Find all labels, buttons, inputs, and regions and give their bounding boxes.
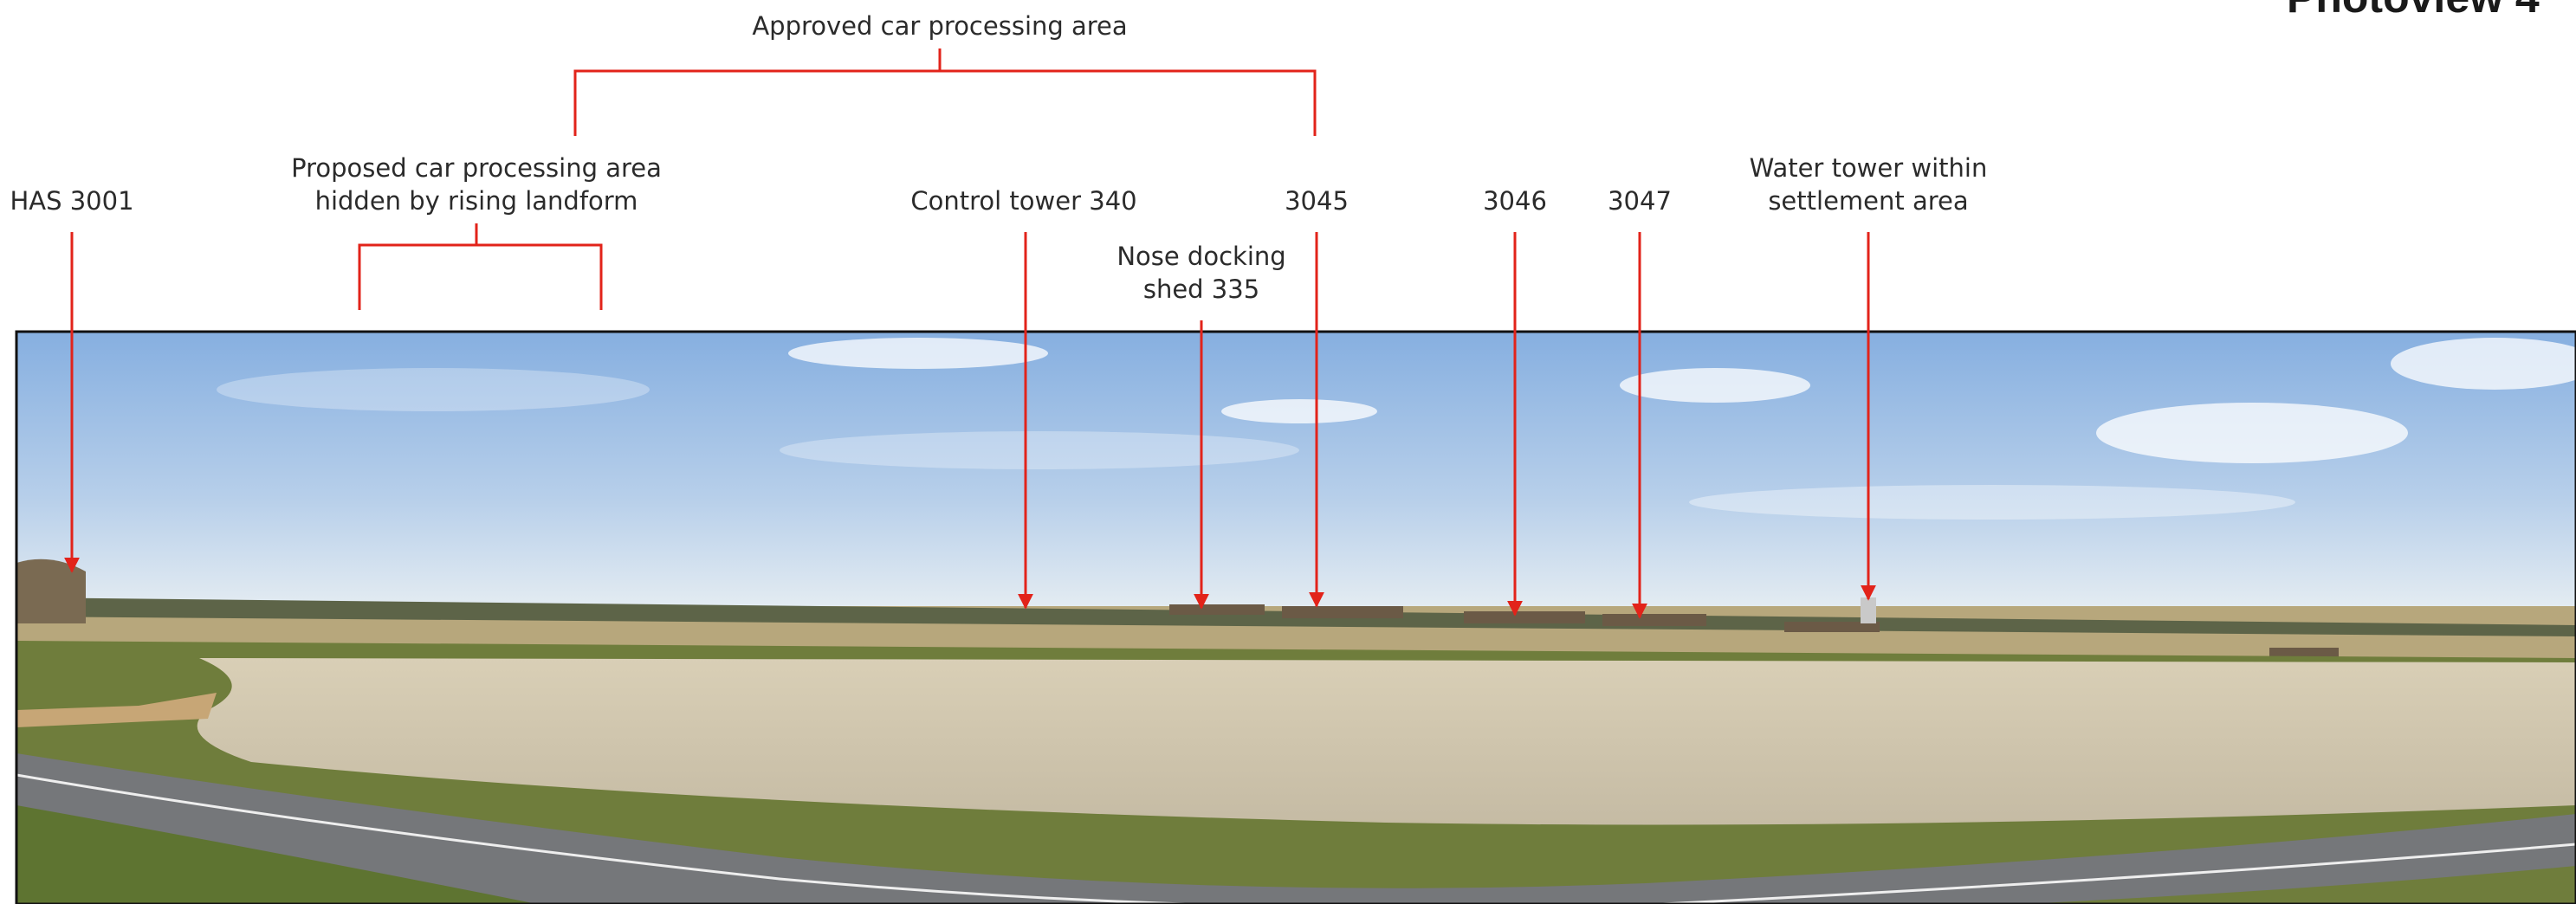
label-line: Control tower 340	[910, 186, 1136, 216]
callout-label: Nose docking shed 335	[1116, 242, 1285, 304]
annotated-photo: Photoview 4 Approved car processing area…	[0, 0, 2576, 904]
label-line: 3047	[1608, 186, 1672, 216]
callout-label: 3045	[1285, 186, 1349, 216]
label-line: Approved car processing area	[752, 11, 1127, 41]
label-line: shed 335	[1143, 274, 1259, 304]
label-line: Water tower within	[1750, 153, 1988, 183]
callout-label: Control tower 340	[910, 186, 1136, 216]
callout-label: Approved car processing area	[752, 11, 1127, 41]
callout-label: 3046	[1483, 186, 1547, 216]
label-line: hidden by rising landform	[315, 186, 638, 216]
photo	[16, 332, 2576, 904]
bracket	[359, 223, 601, 310]
callout-label: 3047	[1608, 186, 1672, 216]
label-line: Nose docking	[1116, 242, 1285, 271]
label-line: 3046	[1483, 186, 1547, 216]
label-line: Proposed car processing area	[291, 153, 662, 183]
label-line: 3045	[1285, 186, 1349, 216]
bracket	[575, 48, 1315, 136]
page-title: Photoview 4	[2287, 0, 2540, 22]
callout-label: HAS 3001	[10, 186, 133, 216]
label-line: settlement area	[1768, 186, 1968, 216]
page: Photoview 4 Approved car processing area…	[0, 0, 2576, 904]
label-line: HAS 3001	[10, 186, 133, 216]
